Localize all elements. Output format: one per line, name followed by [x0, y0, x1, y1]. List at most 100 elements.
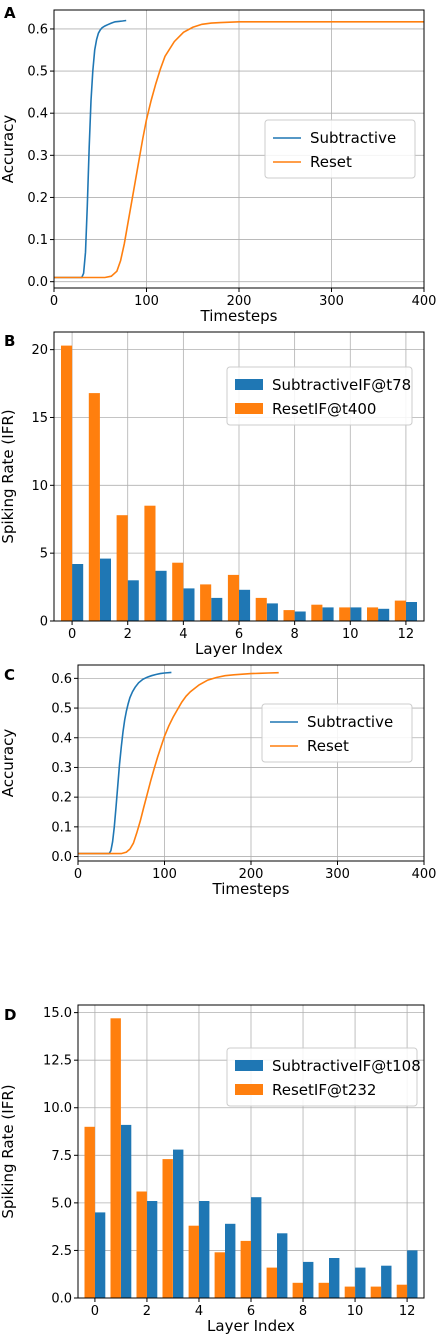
bar-subtractive	[378, 608, 390, 621]
bar-subtractive	[405, 602, 417, 621]
legend-label: Subtractive	[310, 129, 396, 147]
y-tick-label: 15	[31, 411, 48, 426]
series-line-subtractive	[54, 19, 127, 279]
y-tick-label: 0.3	[51, 761, 72, 776]
x-tick-label: 300	[325, 867, 350, 882]
x-tick-label: 300	[319, 294, 344, 309]
bar-subtractive	[199, 1201, 210, 1298]
bar-subtractive	[120, 1124, 132, 1298]
bar-reset	[339, 607, 351, 621]
bar-reset	[88, 393, 100, 621]
y-tick-label: 5.0	[51, 1196, 72, 1211]
x-tick-label: 200	[227, 294, 252, 309]
x-tick-label: 6	[235, 627, 243, 642]
bar-reset	[240, 1240, 251, 1298]
bar-subtractive	[251, 1197, 262, 1298]
x-tick-label: 6	[247, 1304, 255, 1319]
bar-reset	[116, 515, 128, 621]
y-tick-label: 0.5	[27, 65, 48, 80]
x-tick-label: 4	[179, 627, 187, 642]
bar-subtractive	[127, 580, 139, 621]
bar-subtractive	[350, 607, 362, 621]
y-tick-label: 0.5	[51, 702, 72, 717]
x-tick-label: 12	[399, 1304, 416, 1319]
bar-subtractive	[329, 1258, 340, 1298]
legend-box	[226, 366, 413, 426]
x-tick-label: 400	[412, 867, 437, 882]
series-line-reset	[78, 671, 279, 855]
legend-label: Reset	[307, 737, 349, 755]
legend-box	[226, 1047, 418, 1107]
x-tick-label: 2	[143, 1304, 151, 1319]
y-tick-label: 0.0	[51, 1292, 72, 1307]
bar-reset	[188, 1225, 199, 1298]
panel-label-B: B	[4, 332, 15, 350]
x-tick-label: 10	[342, 627, 359, 642]
bar-subtractive	[303, 1261, 314, 1298]
bar-reset	[144, 505, 156, 621]
bar-reset	[61, 345, 73, 621]
y-tick-label: 0.2	[51, 791, 72, 806]
y-axis-label: Spiking Rate (IFR)	[0, 1084, 17, 1218]
x-axis-label: Timesteps	[200, 307, 278, 325]
bar-subtractive	[322, 607, 334, 621]
x-tick-label: 10	[347, 1304, 364, 1319]
bar-subtractive	[381, 1265, 392, 1298]
legend-swatch	[235, 1084, 263, 1095]
bar-subtractive	[72, 564, 84, 621]
bar-reset	[84, 1126, 95, 1298]
bar-subtractive	[225, 1223, 236, 1298]
bar-subtractive	[99, 558, 111, 621]
y-tick-label: 0	[40, 615, 48, 630]
legend-label: Reset	[310, 153, 352, 171]
x-tick-label: 200	[239, 867, 264, 882]
bar-reset	[367, 607, 379, 621]
bar-subtractive	[211, 597, 223, 621]
x-tick-label: 4	[195, 1304, 203, 1319]
bar-subtractive	[155, 570, 167, 621]
y-axis-label: Accuracy	[0, 115, 17, 184]
y-tick-label: 2.5	[51, 1244, 72, 1259]
bar-reset	[394, 600, 406, 621]
x-tick-label: 0	[68, 627, 76, 642]
y-axis-label: Spiking Rate (IFR)	[0, 409, 17, 543]
x-tick-label: 100	[134, 294, 159, 309]
x-tick-label: 12	[398, 627, 415, 642]
panel-label-A: A	[4, 4, 16, 22]
bar-reset	[318, 1282, 329, 1298]
x-axis-label: Layer Index	[207, 1317, 295, 1335]
x-tick-label: 0	[50, 294, 58, 309]
bar-reset	[200, 584, 212, 621]
bar-subtractive	[355, 1267, 366, 1298]
x-axis-label: Timesteps	[212, 880, 290, 898]
legend-label: SubtractiveIF@t108	[272, 1057, 421, 1075]
bar-reset	[266, 1267, 277, 1298]
bar-reset	[311, 604, 323, 621]
bar-subtractive	[94, 1212, 106, 1298]
bar-subtractive	[407, 1250, 418, 1298]
bar-subtractive	[239, 589, 251, 621]
y-tick-label: 0.3	[27, 149, 48, 164]
y-tick-label: 0.0	[51, 850, 72, 865]
bar-reset	[110, 1018, 121, 1298]
x-tick-label: 2	[124, 627, 132, 642]
y-tick-label: 0.0	[27, 275, 48, 290]
y-tick-label: 15.0	[43, 1006, 72, 1021]
x-tick-label: 8	[299, 1304, 307, 1319]
panel-label-D: D	[4, 1006, 16, 1024]
y-tick-label: 0.6	[51, 672, 72, 687]
bar-reset	[172, 562, 184, 621]
bar-reset	[283, 610, 295, 621]
y-tick-label: 0.1	[51, 820, 72, 835]
y-tick-label: 20	[31, 343, 48, 358]
y-tick-label: 0.2	[27, 191, 48, 206]
legend-swatch	[235, 1060, 263, 1071]
y-tick-label: 0.1	[27, 233, 48, 248]
y-tick-label: 10.0	[43, 1101, 72, 1116]
bar-reset	[227, 574, 239, 621]
y-tick-label: 0.4	[27, 107, 48, 122]
x-tick-label: 100	[152, 867, 177, 882]
x-axis-label: Layer Index	[195, 640, 283, 658]
bar-subtractive	[266, 603, 278, 621]
